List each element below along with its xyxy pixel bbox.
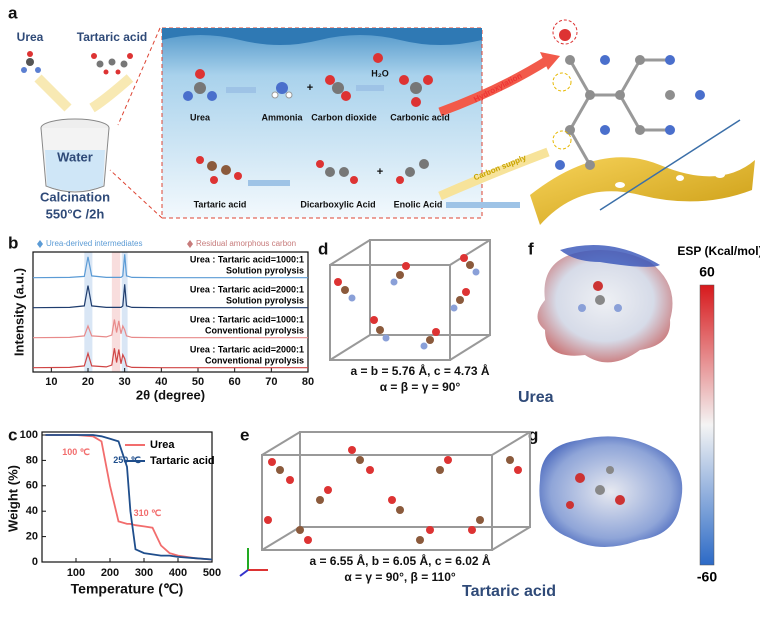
legend-marker (37, 240, 43, 248)
x-tick-label: 20 (82, 376, 94, 388)
x-tick-label: 500 (203, 567, 221, 579)
species: Ammonia (261, 112, 303, 122)
species: Carbon dioxide (311, 112, 377, 122)
lattice-param: α = γ = 90°, β = 110° (344, 570, 456, 584)
panel-a-art (21, 19, 755, 225)
trace-method: Solution pyrolysis (226, 265, 304, 275)
reactant: Tartaric acid (77, 30, 147, 44)
panel-label: e (240, 425, 249, 444)
atoms-tartaric (264, 446, 522, 544)
plot-frame (32, 251, 309, 373)
esp-tartaric (539, 436, 683, 548)
esp-atoms (566, 281, 625, 509)
species: Tartaric acid (194, 199, 247, 209)
x-tick-label: 60 (229, 376, 241, 388)
x-tick-label: 10 (45, 376, 57, 388)
y-tick-label: 100 (20, 429, 38, 441)
highlight-band (121, 252, 128, 372)
crystal-name: Urea (518, 389, 554, 406)
crystal-urea (329, 239, 491, 361)
panel-label: f (528, 239, 534, 258)
esp-urea-top (560, 245, 660, 267)
atoms-urea (334, 254, 480, 350)
plus: + (307, 82, 313, 94)
legend-marker (187, 240, 193, 248)
lattice-param: a = 6.55 Å, b = 6.05 Å, c = 6.02 Å (309, 553, 490, 568)
lattice-param: a = b = 5.76 Å, c = 4.73 Å (350, 363, 489, 378)
legend-label: Tartaric acid (150, 455, 215, 467)
x-tick-label: 200 (101, 567, 119, 579)
esp-urea (537, 249, 673, 363)
trace-method: Conventional pyrolysis (205, 355, 304, 365)
x-tick-label: 50 (192, 376, 204, 388)
tga-line (45, 434, 213, 561)
colorbar-min: -60 (697, 569, 717, 585)
legend-label: Residual amorphous carbon (196, 239, 296, 248)
panel-label: b (8, 233, 18, 252)
x-tick-label: 100 (67, 567, 85, 579)
species: Carbonic acid (390, 112, 450, 122)
trace-label: Urea : Tartaric acid=1000:1 (190, 314, 304, 324)
annotation: 100 ℃ (62, 447, 90, 457)
panel-label: d (318, 239, 328, 258)
annotation: 250 ℃ (113, 455, 141, 465)
species: Urea (190, 112, 211, 122)
vessel: Water (57, 149, 93, 164)
reactant: Urea (17, 30, 44, 44)
y-axis-title: Weight (%) (5, 465, 20, 532)
molecules-a (183, 53, 433, 184)
plus: + (377, 166, 383, 178)
xrd-trace (32, 284, 308, 309)
y-tick-label: 20 (26, 531, 38, 543)
trace-method: Conventional pyrolysis (205, 325, 304, 335)
y-axis-title: Intensity (a.u.) (11, 268, 26, 356)
y-tick-label: 40 (26, 505, 38, 517)
trace-method: Solution pyrolysis (226, 295, 304, 305)
lattice-param: α = β = γ = 90° (380, 380, 461, 394)
trace-label: Urea : Tartaric acid=2000:1 (190, 284, 304, 294)
x-tick-label: 80 (302, 376, 314, 388)
xrd-trace (32, 254, 308, 279)
annotation: 310 ℃ (134, 508, 162, 518)
water: H₂O (371, 68, 389, 78)
panel-label: c (8, 425, 17, 444)
calcination: Calcination (40, 189, 110, 204)
conditions: 550°C /2h (46, 206, 105, 221)
y-tick-label: 0 (32, 556, 38, 568)
crystal-tartaric (261, 431, 531, 551)
trace-label: Urea : Tartaric acid=1000:1 (190, 254, 304, 264)
plot-frame (41, 431, 213, 563)
y-tick-label: 60 (26, 480, 38, 492)
species: Enolic Acid (394, 199, 443, 209)
legend-label: Urea-derived intermediates (46, 239, 143, 248)
axes-glyph (239, 548, 268, 577)
panel-label: a (8, 3, 18, 22)
colorbar (699, 284, 715, 566)
highlight-band (84, 252, 93, 372)
x-tick-label: 30 (119, 376, 131, 388)
x-tick-label: 300 (135, 567, 153, 579)
highlight-band (111, 252, 121, 372)
x-axis-title: Temperature (℃) (71, 581, 184, 597)
xrd-trace (32, 348, 308, 369)
legend-label: Urea (150, 439, 175, 451)
y-tick-label: 80 (26, 454, 38, 466)
x-axis-title: 2θ (degree) (136, 387, 205, 402)
x-tick-label: 400 (169, 567, 187, 579)
colorbar-max: 60 (699, 264, 715, 280)
panel-label: g (528, 425, 538, 444)
trace-label: Urea : Tartaric acid=2000:1 (190, 344, 304, 354)
species: Dicarboxylic Acid (300, 199, 375, 209)
x-tick-label: 70 (265, 376, 277, 388)
crystal-name: Tartaric acid (462, 583, 556, 600)
x-tick-label: 40 (155, 376, 167, 388)
xrd-trace (32, 319, 308, 339)
colorbar-title: ESP (Kcal/mol) (677, 244, 760, 258)
